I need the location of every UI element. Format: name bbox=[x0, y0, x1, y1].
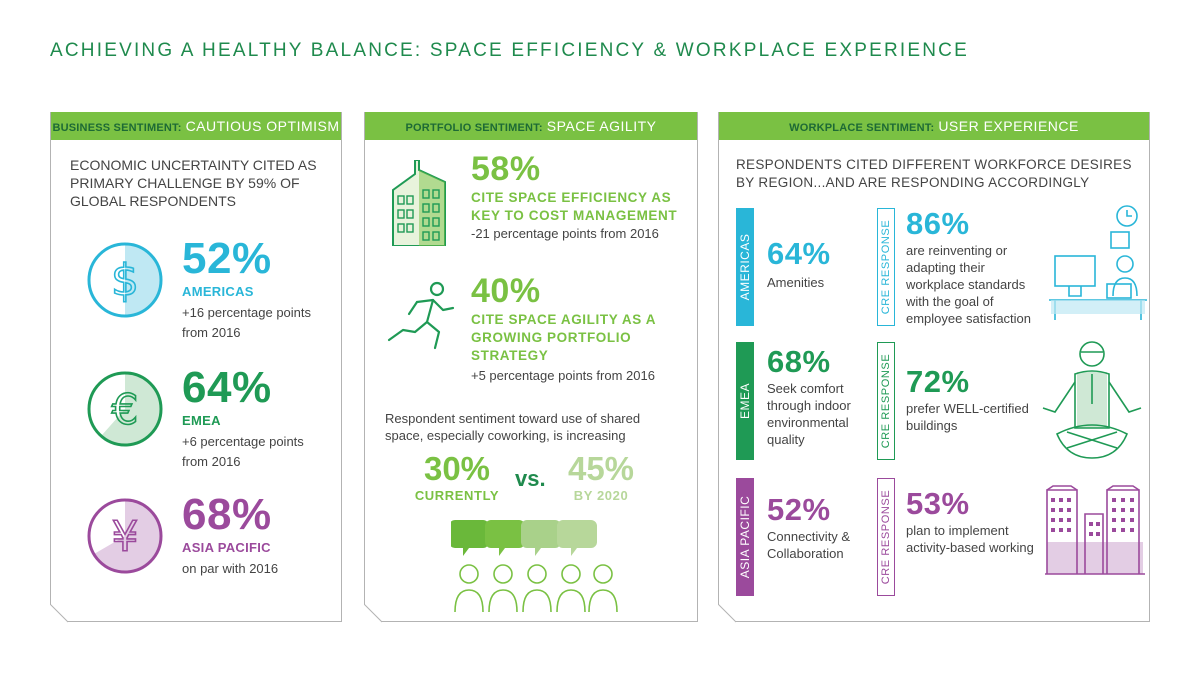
panel-header: PORTFOLIO SENTIMENT: SPACE AGILITY bbox=[365, 112, 697, 140]
portfolio-sentiment-panel: PORTFOLIO SENTIMENT: SPACE AGILITY 58% CI… bbox=[364, 112, 698, 622]
change-text: +16 percentage points from 2016 bbox=[182, 305, 312, 340]
header-value: USER EXPERIENCE bbox=[938, 118, 1079, 134]
cre-response-emea: CRE RESPONSE bbox=[877, 342, 895, 460]
region-name: ASIA PACIFIC bbox=[738, 495, 752, 579]
svg-text:¥: ¥ bbox=[112, 512, 139, 561]
region-name: AMERICAS bbox=[738, 233, 752, 301]
percentage: 58% bbox=[471, 150, 541, 188]
stat-line: KEY TO COST MANAGEMENT bbox=[471, 208, 678, 223]
region-bar-asia-pacific: ASIA PACIFIC bbox=[736, 478, 754, 596]
change-text: -21 percentage points from 2016 bbox=[471, 226, 659, 241]
cre-desc: are reinventing or adapting their workpl… bbox=[906, 243, 1032, 326]
corner-cut bbox=[364, 604, 383, 623]
business-sentiment-panel: BUSINESS SENTIMENT: CAUTIOUS OPTIMISM ECO… bbox=[50, 112, 342, 622]
shared-space-text: Respondent sentiment toward use of share… bbox=[385, 410, 685, 444]
percentage: 68% bbox=[182, 490, 272, 539]
running-person-icon bbox=[381, 280, 461, 352]
space-agility-stat: 40% CITE SPACE AGILITY AS A GROWING PORT… bbox=[471, 272, 656, 385]
cre-label: CRE RESPONSE bbox=[880, 489, 892, 585]
cre-desc: plan to implement activity-based working bbox=[906, 523, 1034, 555]
cre-label: CRE RESPONSE bbox=[880, 219, 892, 315]
region-bar-emea: EMEA bbox=[736, 342, 754, 460]
corner-cut bbox=[50, 604, 69, 623]
building-icon bbox=[389, 160, 453, 246]
header-label: BUSINESS SENTIMENT: bbox=[52, 122, 182, 134]
header-value: CAUTIOUS OPTIMISM bbox=[185, 118, 340, 134]
cre-label: CRE RESPONSE bbox=[880, 353, 892, 449]
region-desc: Seek comfort through indoor environmenta… bbox=[767, 381, 851, 447]
workplace-sentiment-panel: WORKPLACE SENTIMENT: USER EXPERIENCE RESP… bbox=[718, 112, 1150, 622]
svg-text:€: € bbox=[112, 385, 139, 434]
percentage: 40% bbox=[471, 272, 541, 310]
region-bar-americas: AMERICAS bbox=[736, 208, 754, 326]
stat-line: GROWING PORTFOLIO bbox=[471, 330, 632, 345]
stat-line: STRATEGY bbox=[471, 348, 549, 363]
page-title: ACHIEVING A HEALTHY BALANCE: SPACE EFFIC… bbox=[50, 40, 969, 61]
panel-header: BUSINESS SENTIMENT: CAUTIOUS OPTIMISM bbox=[51, 112, 341, 140]
cre-response-asia-pacific: CRE RESPONSE bbox=[877, 478, 895, 596]
asia-pacific-stat: ¥ 68% ASIA PACIFIC on par with 2016 bbox=[85, 496, 325, 596]
change-text: +5 percentage points from 2016 bbox=[471, 368, 655, 383]
stat-line: CITE SPACE EFFICIENCY AS bbox=[471, 190, 672, 205]
office-towers-icon bbox=[1045, 484, 1145, 576]
intro-line: BY REGION...AND ARE RESPONDING ACCORDING… bbox=[736, 175, 1090, 190]
change-text: on par with 2016 bbox=[182, 561, 279, 576]
region-percentage: 52% bbox=[767, 492, 831, 527]
coworking-people-icon bbox=[451, 516, 621, 616]
meditating-person-icon bbox=[1037, 338, 1147, 466]
office-desk-icon bbox=[1049, 204, 1147, 324]
future-coworking-stat: 45% BY 2020 bbox=[561, 450, 641, 503]
shared-text-line: space, especially coworking, is increasi… bbox=[385, 428, 626, 443]
intro-text: RESPONDENTS CITED DIFFERENT WORKFORCE DE… bbox=[736, 156, 1146, 192]
region-desc: Amenities bbox=[767, 275, 825, 290]
region-name: EMEA bbox=[738, 382, 752, 420]
cre-percentage: 72% bbox=[906, 364, 970, 399]
stat-line: CITE SPACE AGILITY AS A bbox=[471, 312, 657, 327]
americas-stat: $ 52% AMERICAS +16 percentage points fro… bbox=[85, 240, 325, 340]
versus-label: vs. bbox=[515, 466, 546, 491]
region-desc: Connectivity & Collaboration bbox=[767, 529, 851, 561]
cre-response-americas: CRE RESPONSE bbox=[877, 208, 895, 326]
dollar-icon: $ bbox=[85, 240, 165, 320]
header-label: PORTFOLIO SENTIMENT: bbox=[405, 122, 543, 134]
future-label: BY 2020 bbox=[573, 488, 629, 503]
corner-cut bbox=[718, 604, 737, 623]
percentage: 52% bbox=[182, 234, 272, 283]
euro-icon: € bbox=[85, 369, 165, 449]
cre-desc: prefer WELL-certified buildings bbox=[906, 401, 1029, 433]
intro-line: RESPONDENTS CITED DIFFERENT WORKFORCE DE… bbox=[736, 157, 1132, 172]
percentage: 30% bbox=[423, 450, 491, 487]
shared-text-line: Respondent sentiment toward use of share… bbox=[385, 411, 641, 426]
current-coworking-stat: 30% CURRENTLY bbox=[411, 450, 503, 503]
emea-stat: € 64% EMEA +6 percentage points from 201… bbox=[85, 369, 325, 469]
region-label: ASIA PACIFIC bbox=[182, 540, 271, 555]
space-efficiency-stat: 58% CITE SPACE EFFICIENCY AS KEY TO COST… bbox=[471, 150, 677, 243]
change-text: +6 percentage points from 2016 bbox=[182, 434, 304, 469]
cre-percentage: 86% bbox=[906, 206, 970, 241]
percentage: 64% bbox=[182, 363, 272, 412]
intro-text: ECONOMIC UNCERTAINTY CITED AS PRIMARY CH… bbox=[70, 157, 317, 209]
cre-percentage: 53% bbox=[906, 486, 970, 521]
current-label: CURRENTLY bbox=[414, 488, 500, 503]
svg-text:$: $ bbox=[111, 255, 139, 306]
region-label: EMEA bbox=[182, 413, 221, 428]
header-label: WORKPLACE SENTIMENT: bbox=[789, 122, 935, 134]
header-value: SPACE AGILITY bbox=[546, 118, 657, 134]
yen-icon: ¥ bbox=[85, 496, 165, 576]
region-percentage: 64% bbox=[767, 236, 831, 271]
region-label: AMERICAS bbox=[182, 284, 254, 299]
panel-header: WORKPLACE SENTIMENT: USER EXPERIENCE bbox=[719, 112, 1149, 140]
percentage: 45% bbox=[567, 450, 635, 487]
region-percentage: 68% bbox=[767, 344, 831, 379]
